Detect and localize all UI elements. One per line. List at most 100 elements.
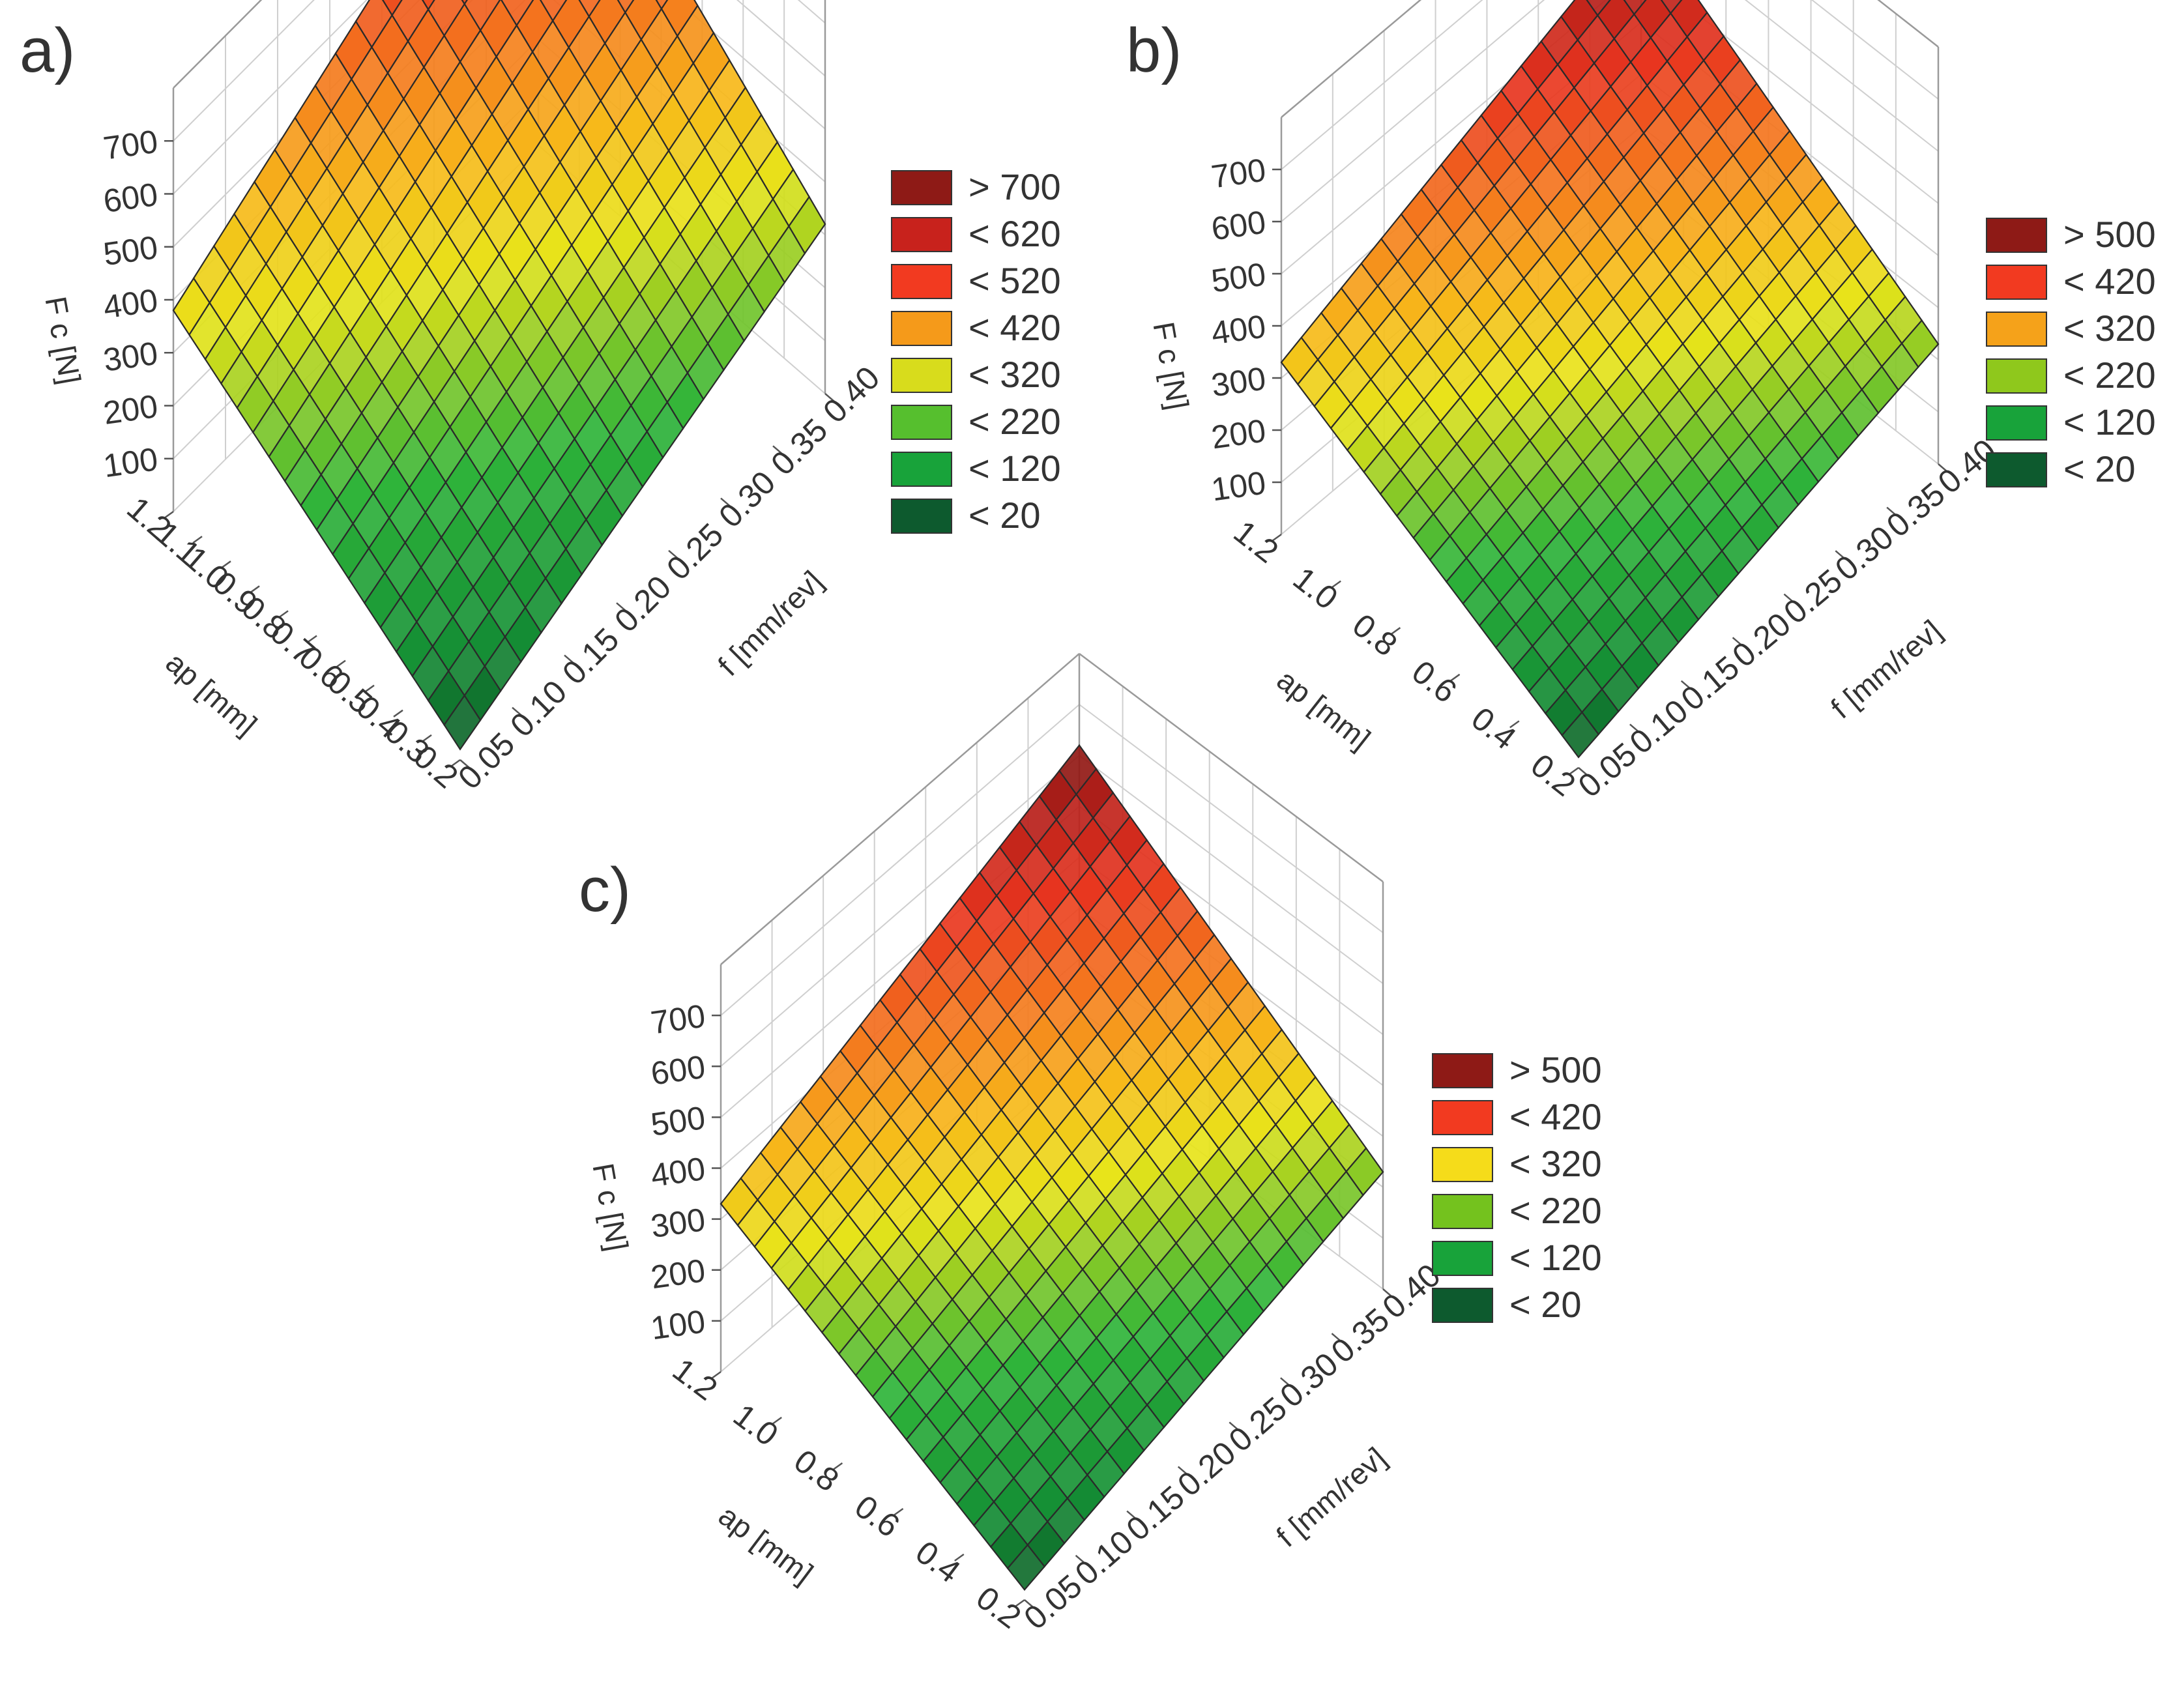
surface-cell [617,0,635,14]
z-tick-label: 100 [648,1303,707,1346]
left-wall-b-hline [1281,0,1545,222]
right-wall-a-hline [736,0,826,77]
f-tick-label: 0.20 [1726,605,1798,674]
z-tick-label: 300 [648,1201,707,1245]
f-tick-mark [1331,1333,1342,1342]
ap-tick-mark [1449,673,1461,682]
surface-cell [421,0,435,11]
panel-letter-b: b) [1126,16,1182,85]
ap-tick-label: 1.2 [666,1351,724,1408]
legend-swatch [891,452,952,487]
legend-swatch [891,499,952,534]
ap-tick-label: 0.6 [1405,653,1463,710]
f-tick-mark [1783,593,1794,603]
right-wall-b-hline [1811,0,1939,100]
z-tick-label: 400 [648,1150,707,1194]
ap-tick-label: 1.0 [727,1397,785,1453]
z-tick-label: 500 [648,1099,707,1143]
legend-label: < 120 [968,448,1061,489]
f-tick-mark [564,654,574,664]
z-tick-label: 200 [101,388,160,431]
f-tick-mark [1126,1510,1137,1520]
ap-tick-mark [250,585,260,594]
f-tick-mark [1578,767,1588,776]
legend-label: < 420 [968,307,1061,348]
ap-tick-mark [221,560,231,569]
surface-b [1280,0,1940,759]
f-tick-mark [1835,550,1846,560]
f-tick-mark [1886,506,1897,516]
z-tick-label: 600 [648,1049,707,1092]
legend-label: < 120 [1509,1237,1602,1278]
legend-swatch [1986,312,2047,347]
legend-label: > 500 [2063,214,2156,255]
ap-tick-label: 0.4 [1464,700,1522,757]
legend-swatch [1986,358,2047,394]
z-tick-label: 700 [648,998,707,1041]
legend-swatch [1986,452,2047,487]
legend-swatch [1432,1147,1493,1182]
f-tick-label: 0.15 [1674,649,1746,718]
f-tick-mark [616,602,626,612]
f-tick-label: 0.30 [1273,1346,1345,1415]
z-tick-label: 700 [1209,151,1268,195]
legend-label: < 420 [2063,261,2156,302]
f-tick-label: 0.10 [1068,1523,1140,1592]
legend-swatch [1432,1100,1493,1135]
f-tick-label: 0.15 [555,621,626,691]
legend-swatch [891,264,952,299]
surface-cell [1660,0,1683,15]
legend-label: < 420 [1509,1096,1602,1137]
legend-swatch [891,358,952,393]
f-tick-mark [1938,463,1948,472]
surface-cell [381,0,403,17]
legend-label: < 220 [968,401,1061,442]
f-tick-mark [1680,680,1691,689]
f-tick-mark [1229,1421,1240,1431]
f-tick-label: 0.25 [660,516,730,587]
ap-tick-mark [336,660,346,668]
f-tick-label: 0.30 [712,464,782,534]
f-tick-mark [1024,1599,1034,1608]
legend-swatch [1986,218,2047,253]
surface-cell [1586,0,1611,17]
f-tick-label: 0.25 [1777,562,1848,631]
z-tick-label: 100 [101,441,160,484]
f-tick-mark [772,445,783,455]
z-tick-label: 200 [648,1252,707,1296]
z-tick-label: 100 [1209,464,1268,508]
legend-label: < 20 [2063,448,2136,489]
surface-cell [1006,1543,1046,1591]
ap-tick-mark [832,1462,843,1471]
legend-label: < 320 [1509,1143,1602,1184]
z-axis-b: 100 200 300 400 500 600 700 F c [N] [1146,151,1281,508]
legend-swatch [1986,265,2047,300]
ap-tick-mark [393,709,403,718]
ap-tick-mark [711,1370,721,1380]
legend-label: < 320 [2063,308,2156,349]
ap-tick-mark [278,610,289,618]
ap-tick-label: 0.8 [787,1442,845,1499]
ap-tick-mark [1509,720,1520,729]
f-tick-label: 0.35 [1880,475,1951,544]
legend-swatch [1432,1288,1493,1323]
left-wall-b-hline [1281,0,1483,170]
legend-label: < 220 [1509,1190,1602,1231]
f-tick-mark [1732,637,1743,646]
left-wall-c-hline [720,755,1080,1067]
legend-label: > 700 [968,166,1061,207]
ap-tick-mark [164,510,174,519]
ap-tick-label: 1.0 [1287,560,1345,616]
legend-c: > 500 < 420 < 320 < 220 < 120 < 20 [1432,1049,1602,1325]
f-tick-mark [459,759,470,768]
ap-tick-mark [954,1553,965,1562]
surface-cell [655,0,669,10]
right-wall-c-hline [1079,704,1384,933]
f-tick-label: 0.20 [1171,1434,1242,1503]
legend-label: > 500 [1509,1049,1602,1090]
z-axis-title: F c [N] [38,294,87,386]
f-tick-label: 0.40 [816,359,886,429]
z-tick-label: 600 [101,176,160,220]
